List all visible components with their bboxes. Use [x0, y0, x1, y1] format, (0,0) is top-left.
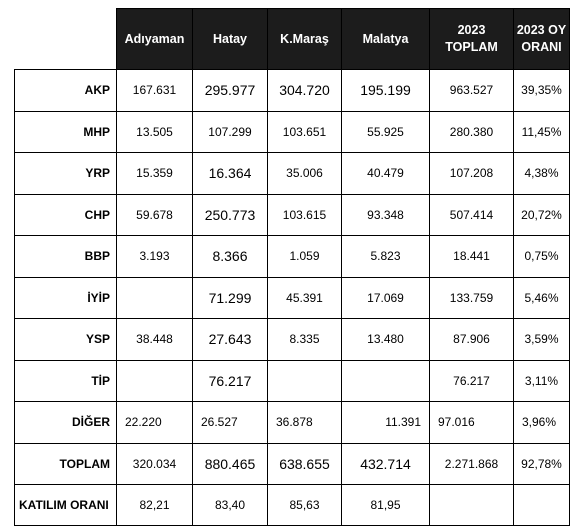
value-cell-oran: 3,11%	[513, 359, 570, 402]
header-adiyaman: Adıyaman	[116, 8, 193, 70]
table-row: DİĞER 22.220 26.527 36.878 11.391 97.016 3,96%	[14, 401, 570, 444]
value-cell-toplam	[429, 484, 514, 526]
party-name-cell: İYİP	[14, 276, 117, 319]
value-cell-hatay: 71.299	[192, 276, 268, 319]
value-cell-oran: 5,46%	[513, 276, 570, 319]
value-cell-oran: 3,96%	[513, 401, 570, 444]
value-cell-toplam: 107.208	[429, 152, 514, 195]
party-name-cell: AKP	[14, 69, 117, 112]
value-cell-malatya: 432.714	[341, 442, 430, 485]
header-kmaras: K.Maraş	[267, 8, 342, 70]
value-cell-adiyaman: 320.034	[116, 442, 193, 485]
value-cell-malatya: 11.391	[341, 401, 430, 444]
value-cell-kmaras: 35.006	[267, 152, 342, 195]
value-cell-toplam: 76.217	[429, 359, 514, 402]
value-cell-oran: 39,35%	[513, 69, 570, 112]
value-cell-hatay: 295.977	[192, 69, 268, 112]
value-cell-kmaras: 45.391	[267, 276, 342, 319]
value-cell-adiyaman: 3.193	[116, 235, 193, 278]
value-cell-adiyaman: 15.359	[116, 152, 193, 195]
value-cell-adiyaman: 22.220	[116, 401, 193, 444]
value-cell-hatay: 8.366	[192, 235, 268, 278]
value-cell-hatay: 107.299	[192, 110, 268, 153]
table-row: KATILIM ORANI 82,21 83,40 85,63 81,95	[14, 484, 570, 526]
value-cell-adiyaman: 13.505	[116, 110, 193, 153]
value-cell-oran: 92,78%	[513, 442, 570, 485]
value-cell-oran: 20,72%	[513, 193, 570, 236]
value-cell-kmaras: 638.655	[267, 442, 342, 485]
value-cell-hatay: 26.527	[192, 401, 268, 444]
party-name-cell: DİĞER	[14, 401, 117, 444]
header-hatay: Hatay	[192, 8, 268, 70]
value-cell-toplam: 133.759	[429, 276, 514, 319]
header-corner	[14, 8, 117, 70]
value-cell-toplam: 507.414	[429, 193, 514, 236]
value-cell-kmaras: 85,63	[267, 484, 342, 526]
value-cell-adiyaman: 59.678	[116, 193, 193, 236]
value-cell-oran: 3,59%	[513, 318, 570, 361]
value-cell-malatya: 81,95	[341, 484, 430, 526]
value-cell-toplam: 18.441	[429, 235, 514, 278]
value-cell-hatay: 76.217	[192, 359, 268, 402]
table-row: CHP 59.678 250.773 103.615 93.348 507.414 20,7…	[14, 193, 570, 236]
table-row: BBP 3.193 8.366 1.059 5.823 18.441 0,75%	[14, 235, 570, 278]
party-name-cell: KATILIM ORANI	[14, 484, 117, 526]
party-name-cell: BBP	[14, 235, 117, 278]
header-2023-toplam: 2023 TOPLAM	[429, 8, 514, 70]
party-name-cell: MHP	[14, 110, 117, 153]
value-cell-hatay: 880.465	[192, 442, 268, 485]
value-cell-adiyaman	[116, 276, 193, 319]
value-cell-adiyaman	[116, 359, 193, 402]
value-cell-oran: 4,38%	[513, 152, 570, 195]
value-cell-malatya: 55.925	[341, 110, 430, 153]
value-cell-kmaras: 8.335	[267, 318, 342, 361]
value-cell-hatay: 16.364	[192, 152, 268, 195]
value-cell-malatya: 93.348	[341, 193, 430, 236]
party-name-cell: TİP	[14, 359, 117, 402]
value-cell-oran: 0,75%	[513, 235, 570, 278]
value-cell-kmaras	[267, 359, 342, 402]
value-cell-malatya: 13.480	[341, 318, 430, 361]
value-cell-kmaras: 304.720	[267, 69, 342, 112]
value-cell-toplam: 97.016	[429, 401, 514, 444]
value-cell-malatya: 5.823	[341, 235, 430, 278]
value-cell-oran: 11,45%	[513, 110, 570, 153]
value-cell-malatya: 195.199	[341, 69, 430, 112]
table-row: AKP 167.631 295.977 304.720 195.199 963.527 39…	[14, 69, 570, 112]
value-cell-hatay: 27.643	[192, 318, 268, 361]
party-name-cell: TOPLAM	[14, 442, 117, 485]
value-cell-adiyaman: 167.631	[116, 69, 193, 112]
value-cell-toplam: 963.527	[429, 69, 514, 112]
header-malatya: Malatya	[341, 8, 430, 70]
value-cell-malatya: 17.069	[341, 276, 430, 319]
value-cell-kmaras: 103.615	[267, 193, 342, 236]
value-cell-malatya: 40.479	[341, 152, 430, 195]
table-row: MHP 13.505 107.299 103.651 55.925 280.380 11,4…	[14, 110, 570, 153]
value-cell-hatay: 250.773	[192, 193, 268, 236]
value-cell-kmaras: 36.878	[267, 401, 342, 444]
table-row: TOPLAM 320.034 880.465 638.655 432.714 2.271.…	[14, 442, 570, 485]
table-row: YRP 15.359 16.364 35.006 40.479 107.208 4,38%	[14, 152, 570, 195]
value-cell-hatay: 83,40	[192, 484, 268, 526]
party-name-cell: CHP	[14, 193, 117, 236]
value-cell-toplam: 2.271.868	[429, 442, 514, 485]
header-row: Adıyaman Hatay K.Maraş Malatya 2023 TOPL…	[14, 8, 570, 70]
value-cell-kmaras: 103.651	[267, 110, 342, 153]
table-row: TİP 76.217 76.217 3,11%	[14, 359, 570, 402]
value-cell-toplam: 87.906	[429, 318, 514, 361]
value-cell-oran	[513, 484, 570, 526]
header-2023-oy-orani: 2023 OY ORANI	[513, 8, 570, 70]
value-cell-malatya	[341, 359, 430, 402]
party-name-cell: YRP	[14, 152, 117, 195]
value-cell-adiyaman: 82,21	[116, 484, 193, 526]
value-cell-kmaras: 1.059	[267, 235, 342, 278]
election-results-table: Adıyaman Hatay K.Maraş Malatya 2023 TOPL…	[14, 8, 570, 526]
value-cell-adiyaman: 38.448	[116, 318, 193, 361]
table-row: İYİP 71.299 45.391 17.069 133.759 5,46%	[14, 276, 570, 319]
party-name-cell: YSP	[14, 318, 117, 361]
value-cell-toplam: 280.380	[429, 110, 514, 153]
table-row: YSP 38.448 27.643 8.335 13.480 87.906 3,59%	[14, 318, 570, 361]
